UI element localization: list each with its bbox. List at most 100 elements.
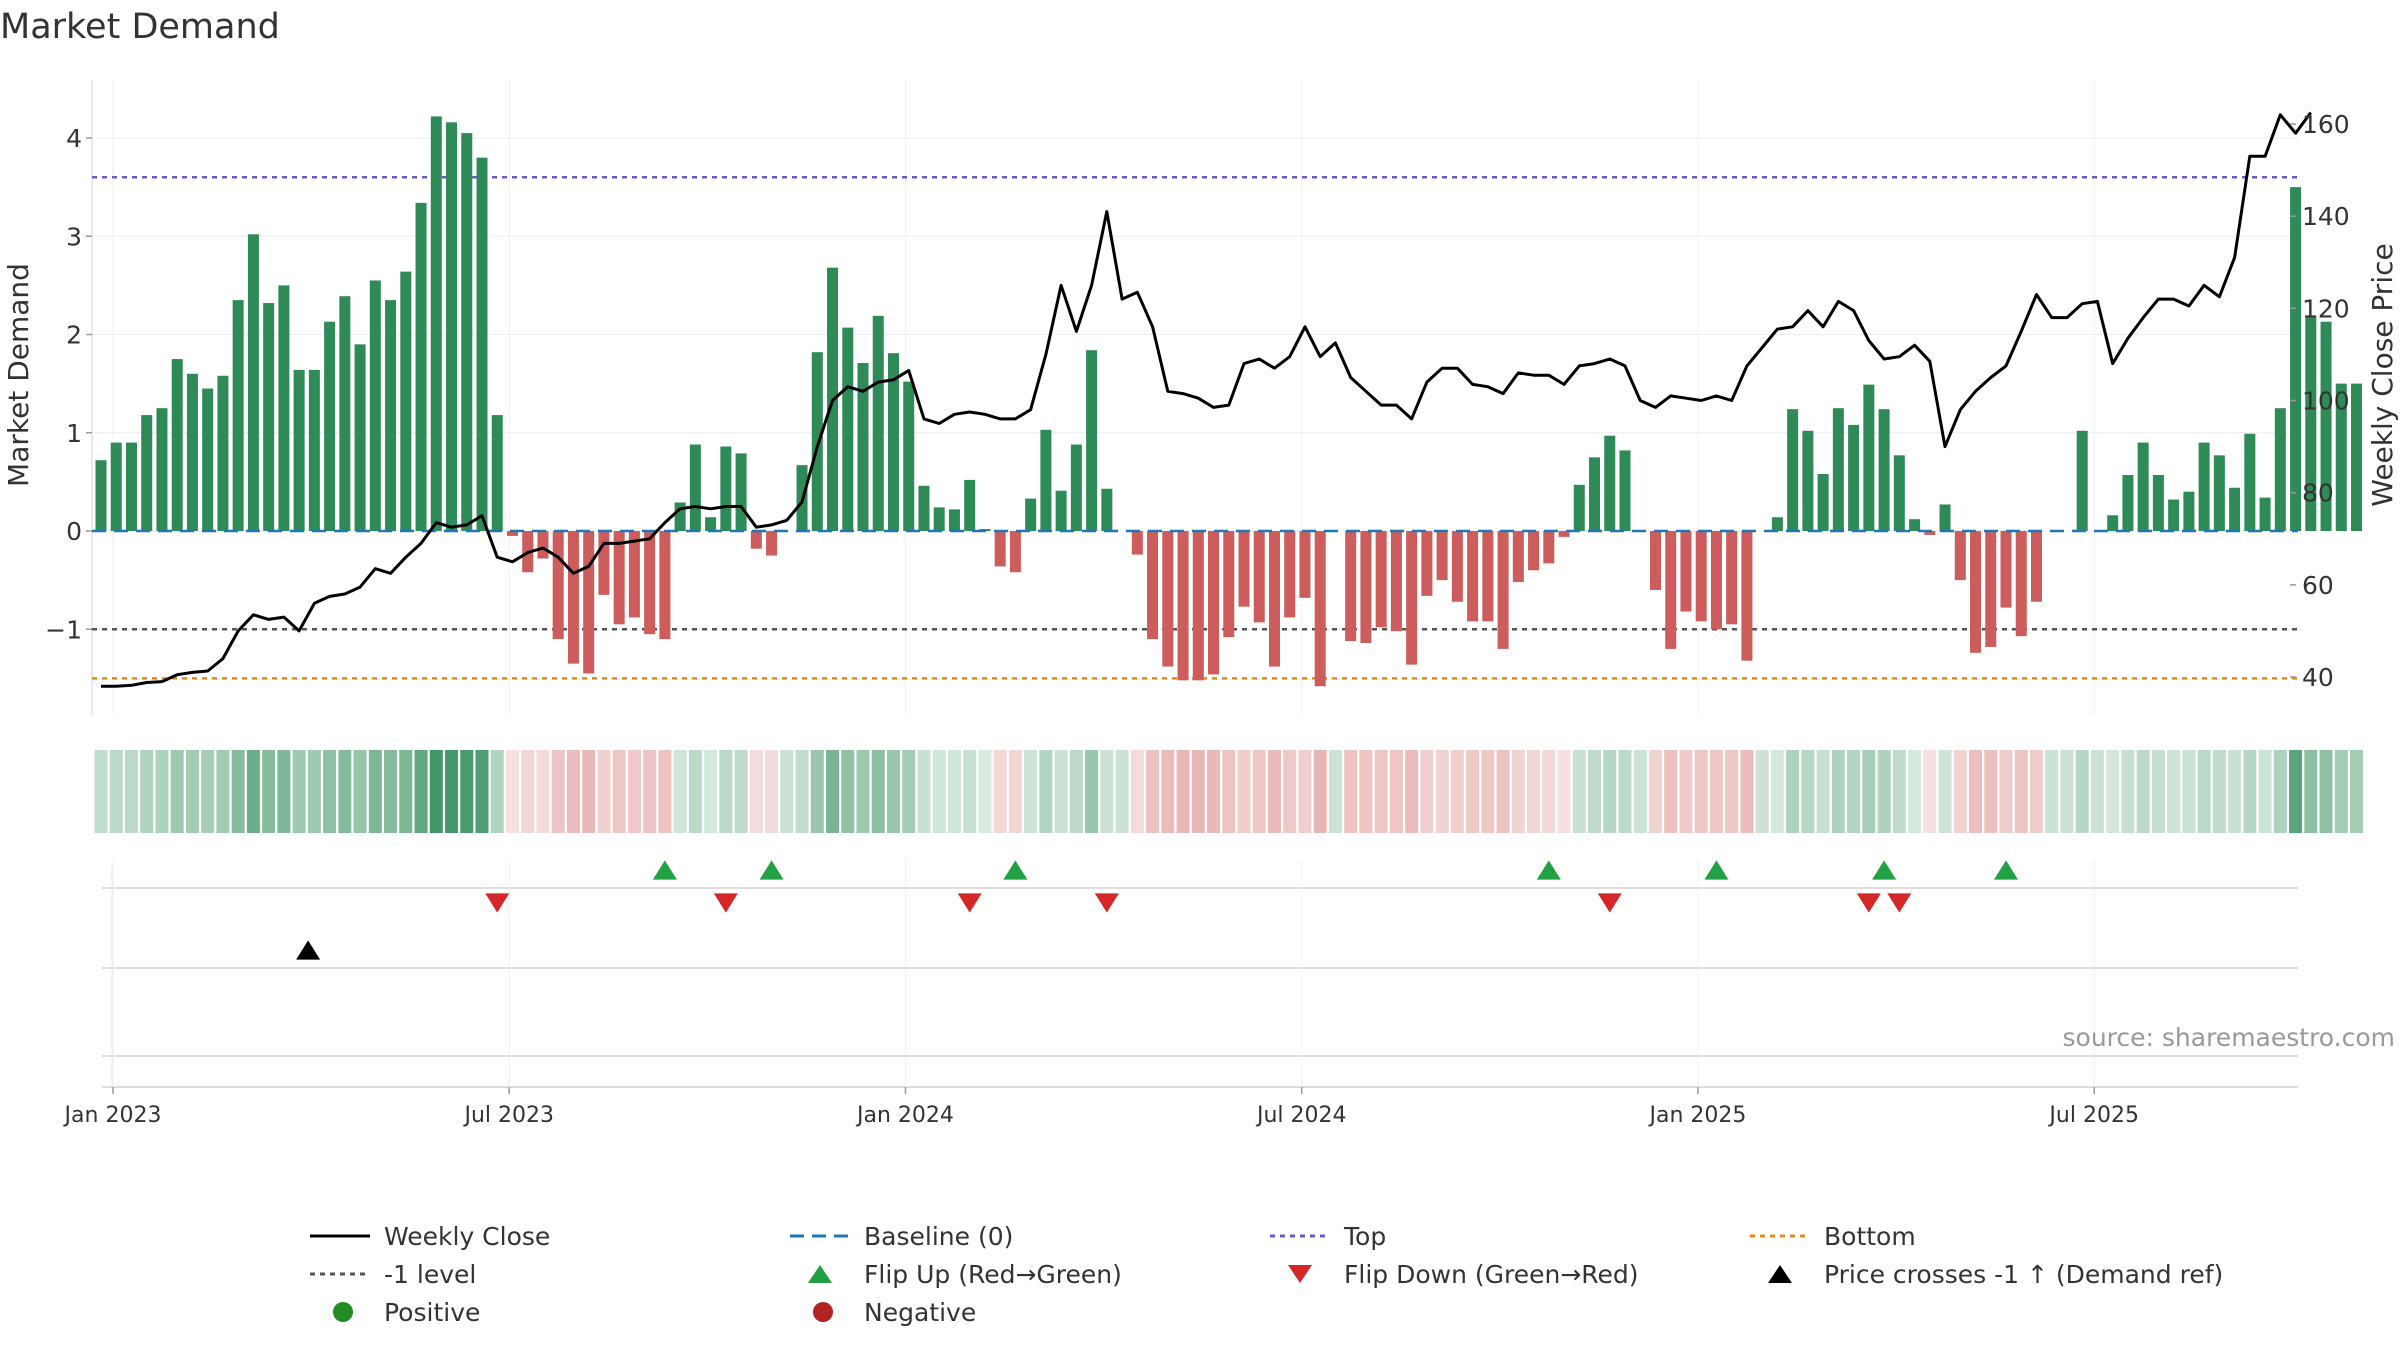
legend-item: Baseline (0) bbox=[790, 1222, 1013, 1251]
heat-cell bbox=[2182, 750, 2196, 833]
heat-cell bbox=[1648, 750, 1662, 833]
heat-cell bbox=[1816, 750, 1830, 833]
heat-cell bbox=[2334, 750, 2348, 833]
demand-bar bbox=[1208, 531, 1220, 675]
demand-bar bbox=[1543, 531, 1555, 564]
demand-bar bbox=[628, 531, 640, 618]
heat-cell bbox=[521, 750, 535, 833]
demand-bar bbox=[811, 352, 823, 531]
heat-cell bbox=[917, 750, 931, 833]
demand-bar bbox=[141, 415, 153, 531]
left-tick-label: −1 bbox=[45, 615, 82, 644]
heat-cell bbox=[1770, 750, 1784, 833]
demand-bar bbox=[1162, 531, 1174, 667]
demand-bar bbox=[2351, 383, 2363, 531]
demand-bar bbox=[1939, 504, 1951, 531]
demand-bar bbox=[1360, 531, 1372, 644]
heat-cell bbox=[1283, 750, 1297, 833]
heat-cell bbox=[1999, 750, 2013, 833]
demand-bar bbox=[2015, 531, 2027, 637]
demand-bar bbox=[2137, 442, 2149, 531]
heat-cell bbox=[1100, 750, 1114, 833]
heat-cell bbox=[1557, 750, 1571, 833]
demand-bar bbox=[567, 531, 579, 664]
demand-bar bbox=[1924, 531, 1936, 535]
heat-cell bbox=[1679, 750, 1693, 833]
heat-cell bbox=[612, 750, 626, 833]
heat-cell bbox=[490, 750, 504, 833]
legend-label: Top bbox=[1343, 1222, 1386, 1251]
demand-bar bbox=[659, 531, 671, 640]
demand-bar bbox=[110, 442, 122, 531]
heat-cell bbox=[1146, 750, 1160, 833]
legend-label: Negative bbox=[864, 1298, 976, 1327]
heat-cell bbox=[1222, 750, 1236, 833]
legend-label: Price crosses -1 ↑ (Demand ref) bbox=[1824, 1260, 2223, 1289]
demand-bar bbox=[903, 381, 915, 531]
demand-bar bbox=[232, 300, 244, 531]
demand-bar bbox=[842, 327, 854, 531]
right-axis-label: Weekly Close Price bbox=[2366, 243, 2399, 506]
heat-cell bbox=[810, 750, 824, 833]
heat-cell bbox=[262, 750, 276, 833]
legend-label: Weekly Close bbox=[384, 1222, 550, 1251]
right-tick-label: 100 bbox=[2302, 387, 2350, 416]
demand-bar bbox=[583, 531, 595, 674]
heat-cell bbox=[1359, 750, 1373, 833]
heat-cell bbox=[1953, 750, 1967, 833]
legend-label: -1 level bbox=[384, 1260, 476, 1289]
demand-bar bbox=[1954, 531, 1966, 581]
heat-cell bbox=[2212, 750, 2226, 833]
demand-bar bbox=[887, 353, 899, 531]
heat-cell bbox=[1603, 750, 1617, 833]
legend-label: Flip Down (Green→Red) bbox=[1344, 1260, 1639, 1289]
demand-bar bbox=[324, 321, 336, 531]
x-axis-ticks: Jan 2023 Jul 2023 Jan 2024 Jul 2024 Jan 2025… bbox=[63, 1087, 2139, 1128]
heat-cell bbox=[826, 750, 840, 833]
flip-down-marker bbox=[957, 893, 982, 913]
heat-cell bbox=[155, 750, 169, 833]
demand-bar bbox=[369, 280, 381, 531]
heat-cell bbox=[749, 750, 763, 833]
right-tick-label: 160 bbox=[2302, 110, 2350, 139]
demand-bar bbox=[1878, 409, 1890, 531]
demand-bar bbox=[1909, 519, 1921, 531]
demand-bar bbox=[1771, 517, 1783, 531]
heat-cell bbox=[1405, 750, 1419, 833]
demand-bar bbox=[2259, 497, 2271, 531]
heat-cell bbox=[856, 750, 870, 833]
demand-bar bbox=[2229, 487, 2241, 531]
demand-bar bbox=[400, 271, 412, 531]
heat-cell bbox=[307, 750, 321, 833]
heat-cell bbox=[1740, 750, 1754, 833]
heat-cell bbox=[1984, 750, 1998, 833]
heat-cell bbox=[1709, 750, 1723, 833]
heat-cell bbox=[170, 750, 184, 833]
heat-cell bbox=[1313, 750, 1327, 833]
heat-cell bbox=[993, 750, 1007, 833]
heat-cell bbox=[1664, 750, 1678, 833]
heat-cell bbox=[673, 750, 687, 833]
demand-bar bbox=[1436, 531, 1448, 581]
flip-up-marker bbox=[1704, 860, 1729, 880]
heat-cell bbox=[978, 750, 992, 833]
demand-bar bbox=[1848, 424, 1860, 531]
heat-cell bbox=[734, 750, 748, 833]
demand-bar bbox=[1268, 531, 1280, 667]
heat-cell bbox=[1511, 750, 1525, 833]
demand-bar bbox=[415, 202, 427, 531]
heat-cell bbox=[1374, 750, 1388, 833]
demand-bar bbox=[1390, 531, 1402, 632]
heat-cell bbox=[140, 750, 154, 833]
heat-cell bbox=[338, 750, 352, 833]
right-tick-label: 60 bbox=[2302, 571, 2334, 600]
demand-bar bbox=[217, 375, 229, 531]
demand-bar bbox=[1832, 408, 1844, 531]
heat-cell bbox=[963, 750, 977, 833]
demand-bar bbox=[2290, 187, 2302, 531]
demand-bar bbox=[1558, 531, 1570, 537]
heat-cell bbox=[1267, 750, 1281, 833]
legend-label: Positive bbox=[384, 1298, 480, 1327]
heat-cell bbox=[1024, 750, 1038, 833]
demand-bar bbox=[186, 373, 198, 531]
